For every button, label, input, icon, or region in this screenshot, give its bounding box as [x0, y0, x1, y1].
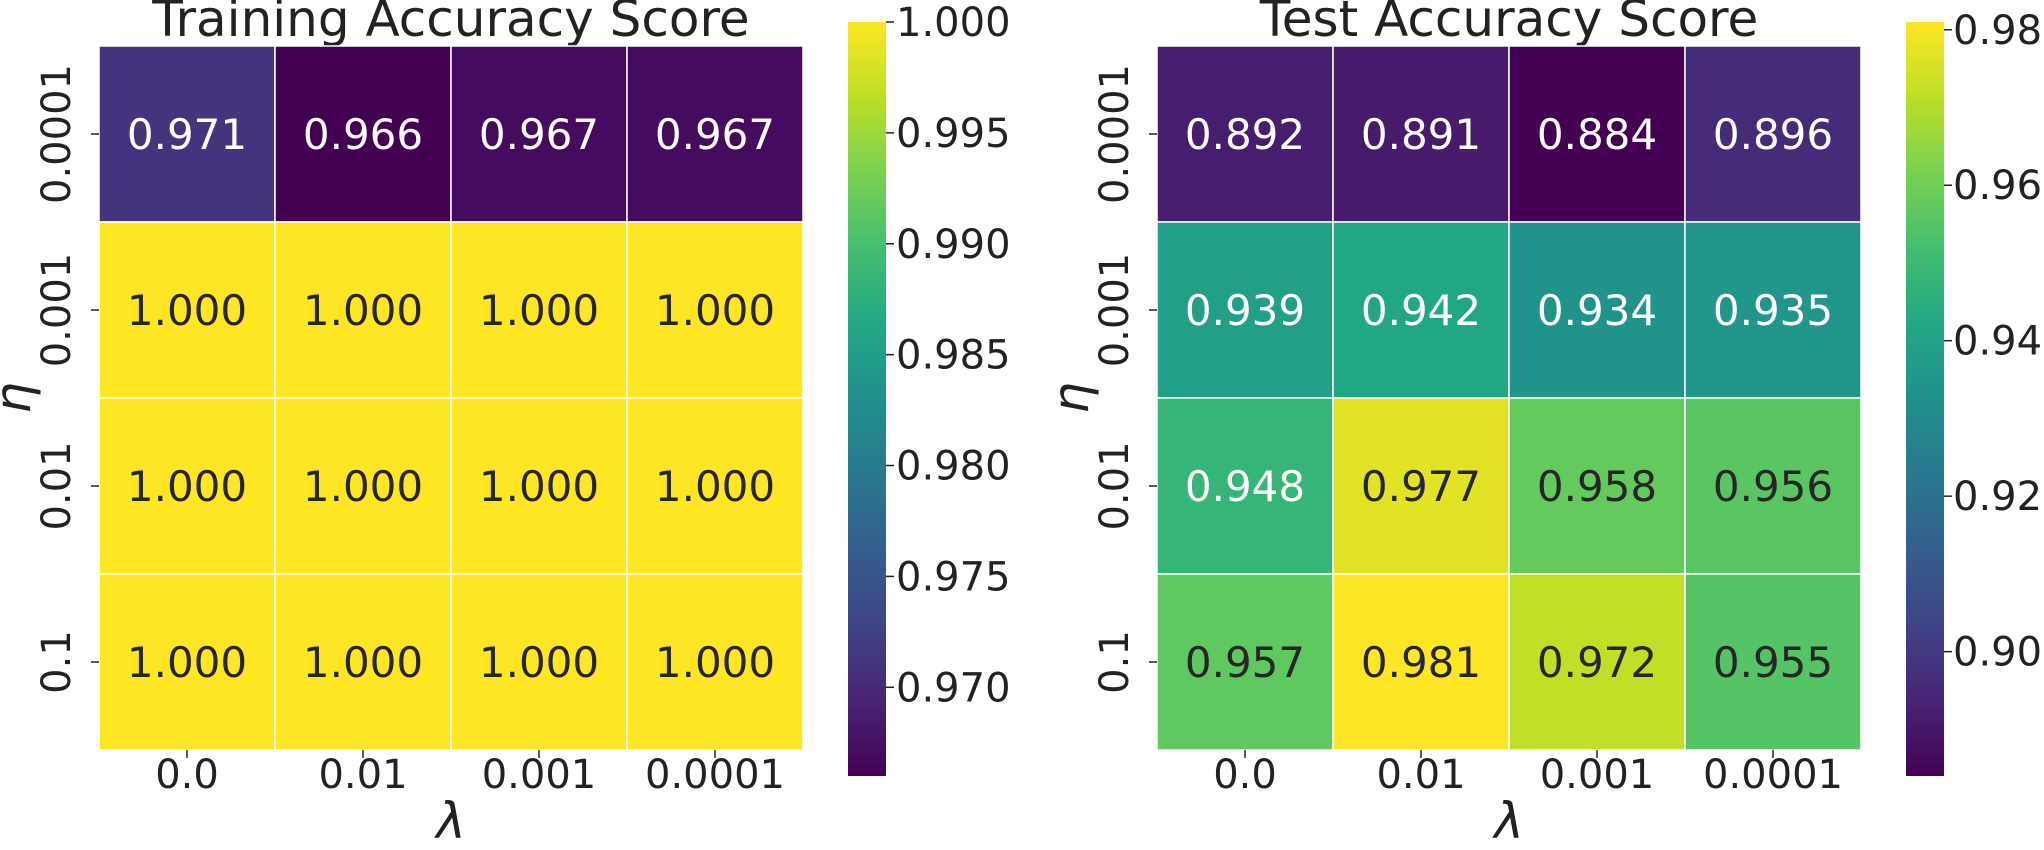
- cell-value-label: 0.884: [1537, 110, 1657, 159]
- y-tick-label: 0.01: [34, 441, 80, 530]
- colorbar-tick-label: 0.975: [896, 554, 1011, 600]
- heatmap-cell: [626, 573, 804, 751]
- heatmap-cell: [1684, 573, 1862, 751]
- x-tick-label: 0.0001: [645, 752, 785, 798]
- cell-value-label: 1.000: [303, 638, 423, 687]
- heatmap-panel-1: Training Accuracy Score 0.971 0.966 0.967 0.…: [0, 0, 1011, 850]
- heatmap-cell: [1684, 45, 1862, 223]
- colorbar-tick-label: 0.970: [896, 665, 1011, 711]
- x-tick-label: 0.0001: [1703, 752, 1843, 798]
- heatmap-cell: [1684, 221, 1862, 399]
- cell-value-label: 0.948: [1185, 462, 1305, 511]
- cell-value-label: 0.935: [1713, 286, 1833, 335]
- colorbar-tick-label: 0.96: [1953, 163, 2042, 209]
- cell-value-label: 1.000: [655, 462, 775, 511]
- cell-value-label: 1.000: [127, 638, 247, 687]
- y-tick-label: 0.01: [1092, 441, 1138, 530]
- colorbar-tick-label: 0.94: [1953, 319, 2042, 365]
- x-axis-label: λ: [1491, 792, 1524, 850]
- cell-value-label: 0.891: [1361, 110, 1481, 159]
- cell-value-label: 0.955: [1713, 638, 1833, 687]
- heatmap-cell: [1156, 573, 1334, 751]
- heatmap-cell: [274, 221, 452, 399]
- cell-value-label: 1.000: [479, 286, 599, 335]
- heatmap-cell: [1684, 397, 1862, 575]
- y-tick-label: 0.1: [1092, 630, 1138, 694]
- colorbar-tick-label: 0.990: [896, 222, 1011, 268]
- cell-value-label: 1.000: [479, 462, 599, 511]
- heatmap-cell: [274, 573, 452, 751]
- heatmap-cell: [274, 397, 452, 575]
- x-tick-label: 0.0: [155, 752, 219, 798]
- chart-title: Training Accuracy Score: [151, 0, 749, 48]
- cell-value-label: 0.956: [1713, 462, 1833, 511]
- chart-title: Test Accuracy Score: [1259, 0, 1759, 48]
- heatmap-cell: [98, 45, 276, 223]
- cell-value-label: 0.967: [655, 110, 775, 159]
- heatmap-cell: [626, 397, 804, 575]
- x-tick-label: 0.001: [482, 752, 597, 798]
- cell-value-label: 0.966: [303, 110, 423, 159]
- heatmap-cell: [1332, 45, 1510, 223]
- y-tick-label: 0.0001: [1092, 64, 1138, 204]
- cell-value-label: 0.934: [1537, 286, 1657, 335]
- cell-value-label: 0.971: [127, 110, 247, 159]
- cell-value-label: 0.958: [1537, 462, 1657, 511]
- y-tick-label: 0.1: [34, 630, 80, 694]
- heatmap-cell: [1508, 45, 1686, 223]
- x-tick-label: 0.0: [1213, 752, 1277, 798]
- cell-value-label: 0.896: [1713, 110, 1833, 159]
- x-tick-label: 0.001: [1540, 752, 1655, 798]
- x-axis-label: λ: [433, 792, 466, 850]
- colorbar-tick-label: 0.995: [896, 111, 1011, 157]
- cell-value-label: 1.000: [655, 638, 775, 687]
- colorbar-tick-label: 1.000: [896, 0, 1011, 46]
- cell-value-label: 1.000: [127, 286, 247, 335]
- heatmap-cell: [1332, 573, 1510, 751]
- heatmap-cell: [450, 45, 628, 223]
- cell-value-label: 0.972: [1537, 638, 1657, 687]
- cell-value-label: 1.000: [479, 638, 599, 687]
- y-tick-label: 0.001: [1092, 253, 1138, 368]
- x-tick-label: 0.01: [1376, 752, 1465, 798]
- x-tick-label: 0.01: [318, 752, 407, 798]
- y-axis-label: η: [1042, 382, 1100, 414]
- y-axis-label: η: [0, 382, 42, 414]
- colorbar-tick-label: 0.90: [1953, 630, 2042, 676]
- cell-value-label: 0.981: [1361, 638, 1481, 687]
- cell-value-label: 1.000: [655, 286, 775, 335]
- cell-value-label: 0.942: [1361, 286, 1481, 335]
- cell-value-label: 1.000: [303, 286, 423, 335]
- heatmap-cell: [98, 573, 276, 751]
- cell-value-label: 0.939: [1185, 286, 1305, 335]
- colorbar-tick-label: 0.985: [896, 333, 1011, 379]
- cell-value-label: 0.892: [1185, 110, 1305, 159]
- heatmap-cell: [450, 573, 628, 751]
- cell-value-label: 0.957: [1185, 638, 1305, 687]
- cell-value-label: 0.977: [1361, 462, 1481, 511]
- colorbar-tick-label: 0.980: [896, 444, 1011, 490]
- heatmap-cell: [98, 221, 276, 399]
- heatmap-cell: [1332, 397, 1510, 575]
- heatmap-cell: [1508, 397, 1686, 575]
- colorbar-tick-label: 0.98: [1953, 8, 2042, 54]
- colorbar: [1906, 22, 1944, 776]
- colorbar-tick-label: 0.92: [1953, 474, 2042, 520]
- cell-value-label: 0.967: [479, 110, 599, 159]
- cell-value-label: 1.000: [127, 462, 247, 511]
- y-tick-label: 0.0001: [34, 64, 80, 204]
- heatmap-cell: [1156, 221, 1334, 399]
- colorbar: [848, 22, 886, 776]
- heatmap-cell: [626, 45, 804, 223]
- heatmap-cell: [1508, 221, 1686, 399]
- heatmap-cell: [626, 221, 804, 399]
- cell-value-label: 1.000: [303, 462, 423, 511]
- y-tick-label: 0.001: [34, 253, 80, 368]
- heatmap-cell: [274, 45, 452, 223]
- heatmap-panel-2: Test Accuracy Score 0.892 0.891 0.884 0.896 0…: [1042, 0, 2042, 850]
